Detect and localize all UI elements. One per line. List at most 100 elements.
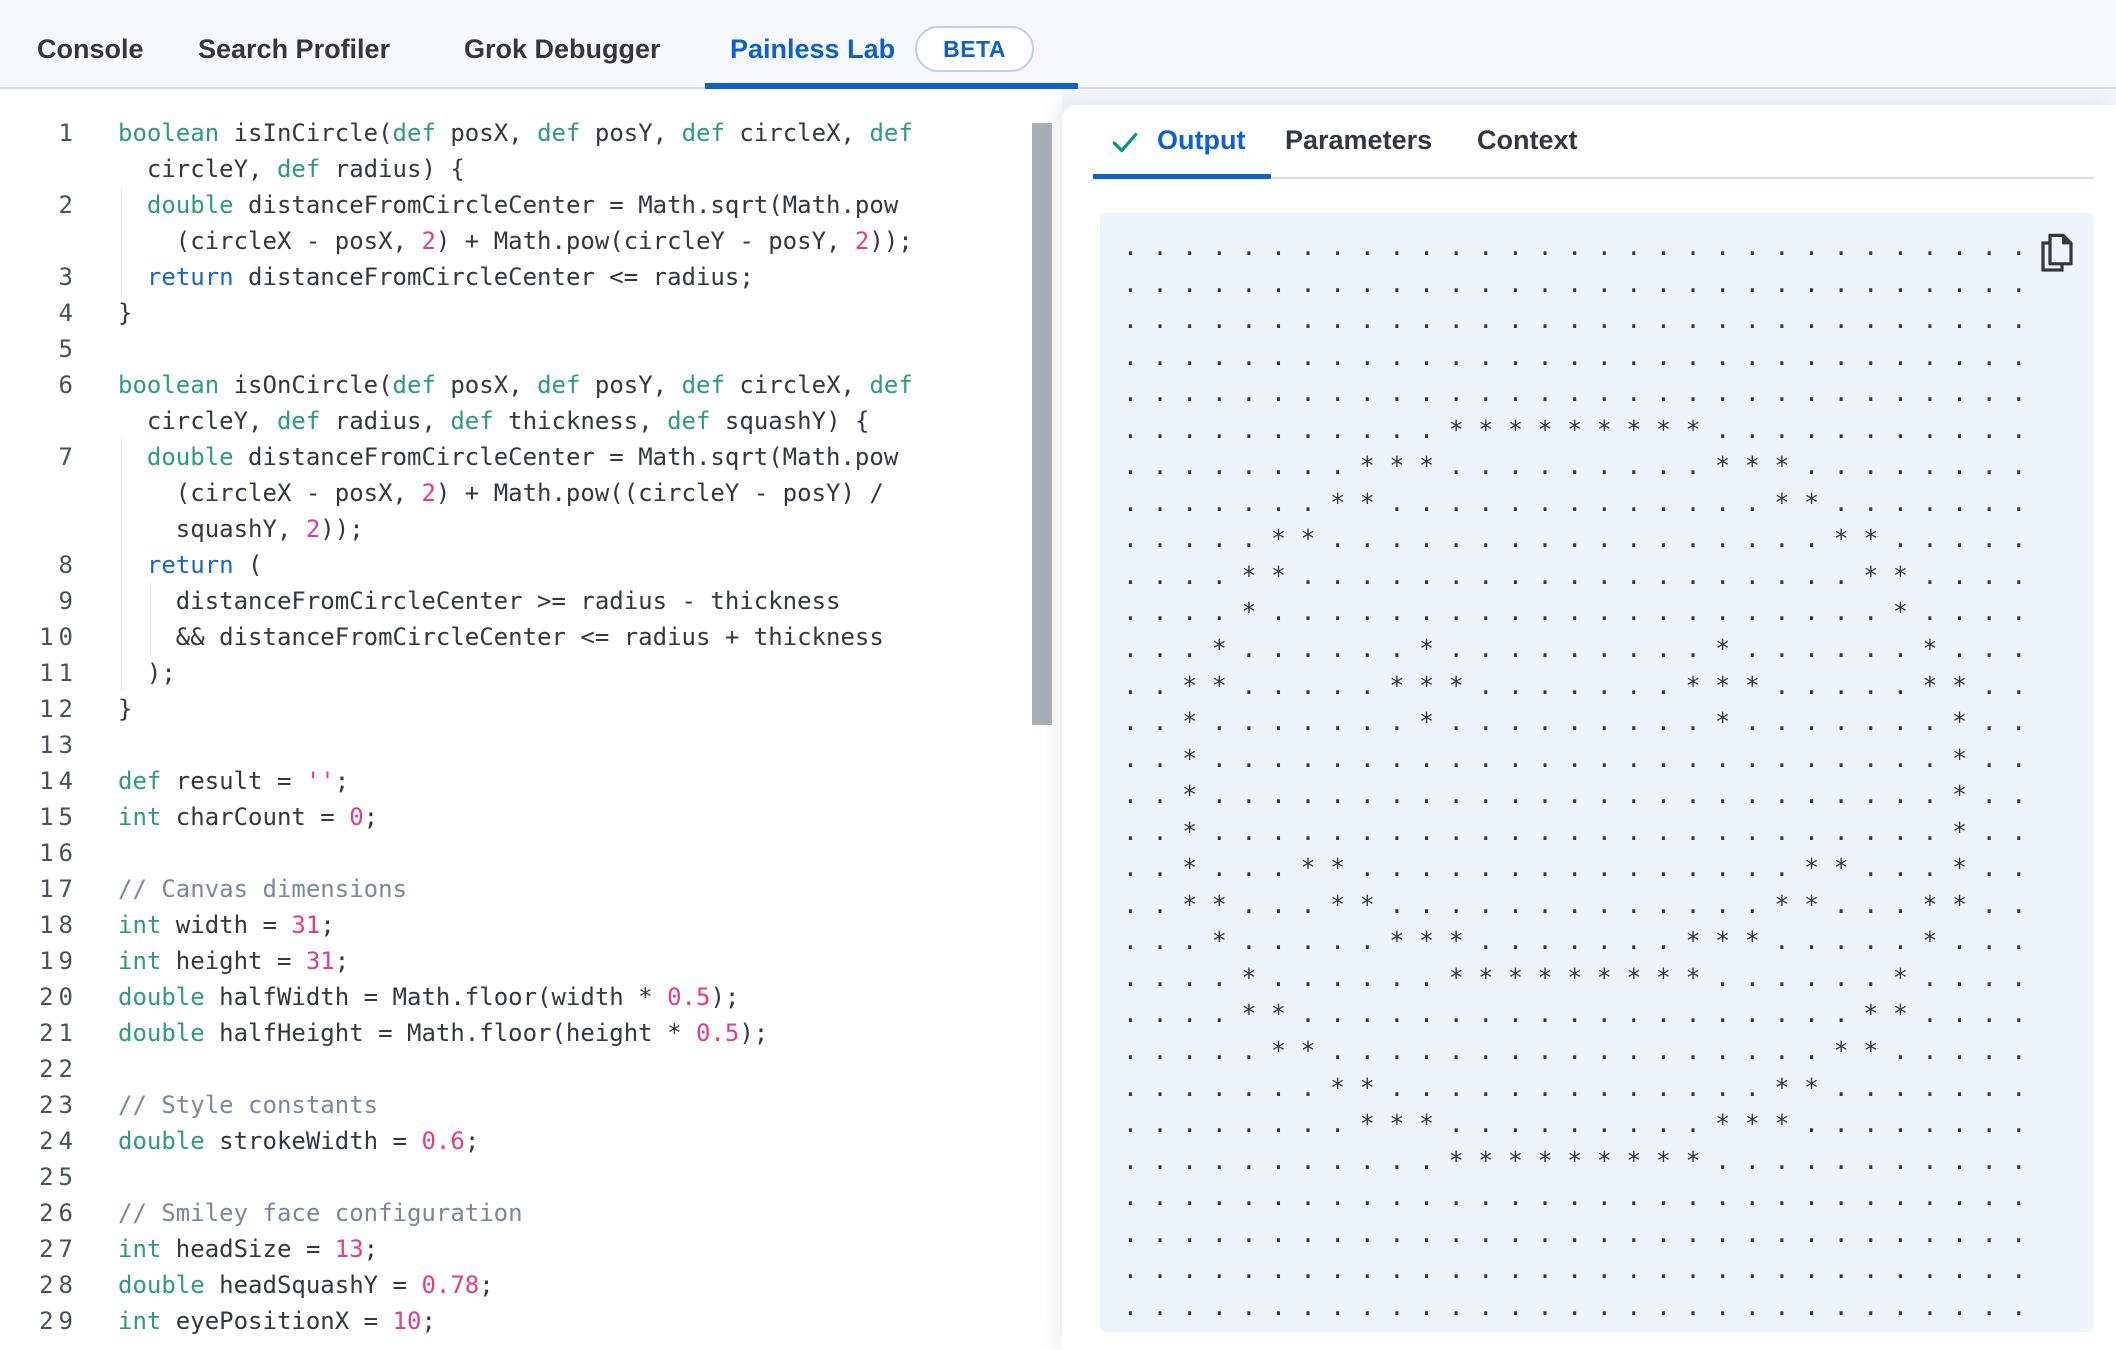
code-editor[interactable]: 1 boolean isInCircle(def posX, def posY, … <box>0 89 1062 1350</box>
code-text: double distanceFromCircleCenter = Math.s… <box>146 191 899 219</box>
output-panel: Output Parameters Context . . . . . . . … <box>1062 105 2116 1350</box>
tab-console-label: Console <box>37 33 144 64</box>
line-number: 8 <box>58 551 78 579</box>
indent-guide <box>121 259 122 295</box>
code-text: boolean isInCircle(def posX, def posY, d… <box>118 119 913 147</box>
line-number: 24 <box>39 1127 78 1155</box>
line-number: 22 <box>39 1055 78 1083</box>
devtools-nav: Console Search Profiler Grok Debugger Pa… <box>0 0 2116 89</box>
line-number: 15 <box>39 803 78 831</box>
code-row: 3 return distanceFromCircleCenter <= rad… <box>0 259 1062 295</box>
line-number: 2 <box>58 191 78 219</box>
code-row: 2 double distanceFromCircleCenter = Math… <box>0 187 1062 223</box>
indent-guide <box>121 619 122 655</box>
code-text: return ( <box>146 551 263 579</box>
tabbar-divider <box>1093 177 2094 179</box>
code-text: && distanceFromCircleCenter <= radius + … <box>118 623 884 651</box>
code-row: 13 <box>0 727 1062 763</box>
code-text: ); <box>118 659 176 687</box>
code-text: // Style constants <box>118 1091 379 1119</box>
code-row: 14 def result = ''; <box>0 763 1062 799</box>
line-number: 16 <box>39 839 78 867</box>
line-number: 29 <box>39 1307 78 1335</box>
code-lines[interactable]: 1 boolean isInCircle(def posX, def posY, … <box>0 115 1062 1339</box>
indent-guide <box>121 583 122 619</box>
code-row: 9 distanceFromCircleCenter >= radius - t… <box>0 583 1062 619</box>
line-number: 6 <box>58 371 78 399</box>
code-row: 1 boolean isInCircle(def posX, def posY, … <box>0 115 1062 151</box>
ascii-output: . . . . . . . . . . . . . . . . . . . . … <box>1123 232 2027 1321</box>
line-number: 28 <box>39 1271 78 1299</box>
line-number: 13 <box>39 731 78 759</box>
line-number: 17 <box>39 875 78 903</box>
code-row: 25 <box>0 1159 1062 1195</box>
code-row: 22 <box>0 1051 1062 1087</box>
code-row: 7 double distanceFromCircleCenter = Math… <box>0 439 1062 475</box>
code-row: 11 ); <box>0 655 1062 691</box>
line-number: 10 <box>39 623 78 651</box>
code-text: int headSize = 13; <box>118 1235 379 1263</box>
beta-badge: BETA <box>915 26 1034 72</box>
code-text: return distanceFromCircleCenter <= radiu… <box>146 263 754 291</box>
tab-output[interactable]: Output <box>1157 105 1245 175</box>
code-row: (circleX - posX, 2) + Math.pow(circleY -… <box>0 223 1062 259</box>
code-text: } <box>118 695 133 723</box>
line-number: 26 <box>39 1199 78 1227</box>
line-number: 27 <box>39 1235 78 1263</box>
tab-search-profiler[interactable]: Search Profiler <box>198 14 390 84</box>
code-row: 26 // Smiley face configuration <box>0 1195 1062 1231</box>
code-row: circleY, def radius, def thickness, def … <box>0 403 1062 439</box>
code-text: double strokeWidth = 0.6; <box>118 1127 480 1155</box>
code-row: 8 return ( <box>0 547 1062 583</box>
code-text: int eyePositionX = 10; <box>118 1307 436 1335</box>
line-number: 18 <box>39 911 78 939</box>
script-output: . . . . . . . . . . . . . . . . . . . . … <box>1100 213 2094 1332</box>
editor-scrollbar[interactable] <box>1032 123 1052 725</box>
copy-icon[interactable] <box>2040 233 2074 273</box>
code-row: 16 <box>0 835 1062 871</box>
code-row: 19 int height = 31; <box>0 943 1062 979</box>
code-text: def result = ''; <box>118 767 350 795</box>
code-row: 12} <box>0 691 1062 727</box>
active-tab-underline <box>705 83 1078 89</box>
line-number: 9 <box>58 587 78 615</box>
line-number: 19 <box>39 947 78 975</box>
code-text: double headSquashY = 0.78; <box>118 1271 494 1299</box>
code-text: } <box>118 299 133 327</box>
success-check-icon <box>1112 132 1138 153</box>
indent-guide <box>121 655 122 691</box>
line-number: 11 <box>39 659 78 687</box>
code-text: boolean isOnCircle(def posX, def posY, d… <box>118 371 913 399</box>
code-row: 21 double halfHeight = Math.floor(height … <box>0 1015 1062 1051</box>
tab-console[interactable]: Console <box>37 14 144 84</box>
tab-parameters-label: Parameters <box>1285 124 1433 155</box>
code-row: 27 int headSize = 13; <box>0 1231 1062 1267</box>
code-text: (circleX - posX, 2) + Math.pow((circleY … <box>118 479 884 507</box>
output-tab-underline <box>1093 174 1271 179</box>
code-text: int charCount = 0; <box>118 803 379 831</box>
line-number: 7 <box>58 443 78 471</box>
code-text: double distanceFromCircleCenter = Math.s… <box>146 443 899 471</box>
code-text: double halfHeight = Math.floor(height * … <box>118 1019 769 1047</box>
indent-guide <box>121 475 122 511</box>
code-text: distanceFromCircleCenter >= radius - thi… <box>118 587 841 615</box>
code-row: 24 double strokeWidth = 0.6; <box>0 1123 1062 1159</box>
line-number: 1 <box>58 119 78 147</box>
code-row: 28 double headSquashY = 0.78; <box>0 1267 1062 1303</box>
tab-output-label: Output <box>1157 124 1246 155</box>
tab-parameters[interactable]: Parameters <box>1285 105 1432 175</box>
indent-guide <box>150 583 151 619</box>
tab-painless-lab-label: Painless Lab <box>730 33 896 64</box>
line-number: 25 <box>39 1163 78 1191</box>
code-text: int height = 31; <box>118 947 350 975</box>
indent-guide <box>121 223 122 259</box>
output-tabbar: Output Parameters Context <box>1062 105 2116 179</box>
tab-grok-debugger[interactable]: Grok Debugger <box>464 14 661 84</box>
tab-context[interactable]: Context <box>1477 105 1578 175</box>
code-row: 10 && distanceFromCircleCenter <= radius… <box>0 619 1062 655</box>
line-number: 23 <box>39 1091 78 1119</box>
code-text: // Canvas dimensions <box>118 875 407 903</box>
code-row: 17 // Canvas dimensions <box>0 871 1062 907</box>
tab-painless-lab[interactable]: Painless Lab BETA <box>730 14 1034 84</box>
code-row: 29 int eyePositionX = 10; <box>0 1303 1062 1339</box>
